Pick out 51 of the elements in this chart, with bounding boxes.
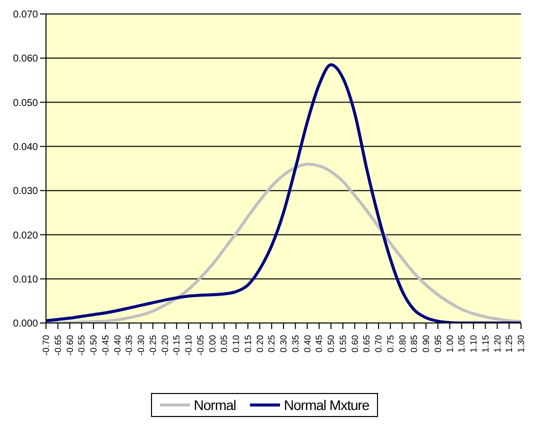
x-tick-label: 0.00 [207,335,218,353]
x-tick-label: -0.70 [41,335,51,356]
x-tick-label: 0.20 [254,335,265,353]
y-tick-label: 0.010 [12,274,38,286]
y-tick-label: 0.020 [12,230,38,242]
x-tick-label: 0.35 [290,335,300,353]
y-tick-label: 0.050 [12,98,38,109]
x-tick-label: 1.05 [456,335,467,353]
y-tick-label: 0.060 [12,54,38,65]
x-tick-label: 1.10 [468,335,478,353]
x-tick-label: 0.80 [397,335,408,353]
x-tick-label: 1.30 [516,335,526,353]
x-tick-label: -0.55 [76,335,87,356]
y-tick-label: 0.000 [12,318,38,330]
x-tick-label: 0.95 [432,335,443,353]
y-tick-label: 0.040 [12,142,38,153]
x-tick-label: -0.05 [195,335,206,356]
x-tick-label: 0.30 [278,335,288,353]
legend-label: Normal [192,397,236,413]
x-tick-label: 1.15 [480,335,490,353]
x-tick-label: -0.15 [172,335,182,356]
y-tick-label: 0.030 [12,186,38,198]
x-tick-label: 1.25 [504,335,514,353]
x-tick-label: -0.25 [148,335,158,356]
x-tick-label: 1.00 [444,335,455,353]
x-tick-label: 0.25 [266,335,277,353]
x-tick-label: 0.55 [338,335,348,353]
legend-label: Normal Mxture [282,397,370,413]
x-tick-label: 0.15 [242,335,253,353]
x-tick-label: -0.10 [184,335,194,356]
x-tick-label: 0.65 [362,335,372,353]
x-tick-label: 0.75 [385,335,396,353]
x-tick-label: 1.20 [492,335,502,353]
x-tick-label: -0.40 [112,335,122,356]
x-tick-label: 0.45 [314,335,324,353]
x-tick-label: 0.85 [409,335,420,353]
x-tick-label: 0.90 [421,335,431,353]
x-tick-label: -0.65 [52,335,63,356]
x-tick-label: -0.20 [160,335,170,356]
x-tick-label: -0.50 [88,335,98,356]
x-tick-label: 0.50 [326,335,336,353]
x-tick-label: 0.10 [231,335,241,353]
x-tick-label: 0.40 [302,335,312,353]
x-tick-label: 0.70 [374,335,384,353]
y-tick-label: 0.070 [12,10,38,21]
x-tick-label: 0.05 [219,335,230,353]
x-tick-label: -0.30 [136,335,146,356]
x-tick-label: -0.60 [64,335,75,356]
x-tick-label: 0.60 [350,335,360,353]
x-tick-label: -0.35 [124,335,134,356]
x-tick-label: -0.45 [100,335,110,356]
